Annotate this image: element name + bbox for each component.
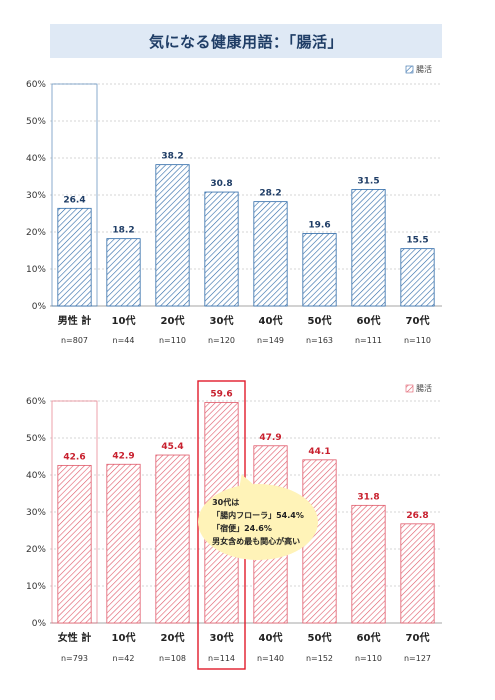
legend-label: 腸活 [416,383,432,393]
sample-size-label: n=807 [61,336,88,345]
y-tick-label: 30% [26,191,46,201]
legend-swatch [405,384,414,393]
bar-value-label: 47.9 [259,433,281,443]
sample-size-label: n=149 [257,336,284,345]
sample-size-label: n=793 [61,654,88,663]
x-category-label: 20代 [161,631,185,644]
bar [106,238,141,307]
bar [57,464,92,624]
callout-line: 「腸内フローラ」54.4% [212,511,304,520]
y-tick-label: 30% [26,508,46,518]
y-tick-label: 10% [26,582,46,592]
sample-size-label: n=42 [113,654,135,663]
sample-size-label: n=127 [404,654,431,663]
sample-size-label: n=44 [113,336,135,345]
sample-size-label: n=152 [306,654,333,663]
sample-size-label: n=111 [355,336,382,345]
x-category-label: 男性 計 [58,314,91,327]
legend: 腸活 [405,383,432,393]
y-tick-label: 10% [26,265,46,275]
bar-value-label: 42.9 [112,451,134,461]
x-category-label: 女性 計 [58,631,91,644]
bar [351,504,386,624]
bar [400,248,435,307]
y-tick-label: 50% [26,434,46,444]
bar-value-label: 42.6 [63,452,85,462]
bar [57,207,92,307]
x-category-label: 20代 [161,314,185,327]
x-category-label: 50代 [308,314,332,327]
y-tick-label: 50% [26,117,46,127]
sample-size-label: n=108 [159,654,186,663]
bar-value-label: 15.5 [406,236,428,246]
x-category-label: 40代 [259,631,283,644]
sample-size-label: n=114 [208,654,235,663]
bar-value-label: 31.8 [357,492,379,502]
sample-size-label: n=110 [159,336,186,345]
y-tick-label: 60% [26,80,46,90]
bar [155,164,190,307]
y-tick-label: 20% [26,545,46,555]
title-band: 気になる健康用語：「腸活」 [50,24,442,58]
bar-value-label: 18.2 [112,226,134,236]
bar [204,191,239,307]
bar-value-label: 28.2 [259,189,281,199]
bar [400,523,435,624]
sample-size-label: n=140 [257,654,284,663]
bar [155,454,190,624]
x-category-label: 60代 [357,631,381,644]
sample-size-label: n=120 [208,336,235,345]
male-bar-chart: 0% 10% 20% 30% 40% 50% 60% 腸活 26.4 男性 計 n=807 18.2 1… [26,64,442,345]
bar-value-label: 45.4 [161,442,183,452]
sample-size-label: n=110 [404,336,431,345]
callout-bubble: 30代は 「腸内フローラ」54.4% 「宿便」24.6% 男女含め最も関心が高い [198,484,318,560]
page-title: 気になる健康用語：「腸活」 [148,32,343,51]
bar [302,233,337,307]
bar [106,463,141,624]
x-category-label: 40代 [259,314,283,327]
y-tick-label: 0% [32,619,47,629]
callout-line: 男女含め最も関心が高い [212,537,301,546]
y-tick-label: 40% [26,154,46,164]
sample-size-label: n=163 [306,336,333,345]
x-category-label: 30代 [210,631,234,644]
x-category-label: 50代 [308,631,332,644]
x-category-label: 30代 [210,314,234,327]
x-category-label: 70代 [406,314,430,327]
bar-value-label: 19.6 [308,220,330,230]
legend-swatch [405,65,414,74]
legend: 腸活 [405,64,432,74]
y-tick-label: 20% [26,228,46,238]
bar [253,201,288,307]
callout-line: 「宿便」24.6% [212,524,272,533]
bar-value-label: 31.5 [357,176,379,186]
y-tick-label: 60% [26,397,46,407]
y-tick-label: 0% [32,302,47,312]
x-category-label: 10代 [112,314,136,327]
x-category-label: 70代 [406,631,430,644]
bar-value-label: 44.1 [308,447,330,457]
bar-value-label: 26.4 [63,195,85,205]
bar-value-label: 26.8 [406,511,428,521]
y-tick-label: 40% [26,471,46,481]
callout-line: 30代は [212,498,240,507]
bar-value-label: 38.2 [161,152,183,162]
bar [351,189,386,307]
x-category-label: 10代 [112,631,136,644]
x-category-label: 60代 [357,314,381,327]
legend-label: 腸活 [416,64,432,74]
sample-size-label: n=110 [355,654,382,663]
bar-value-label: 30.8 [210,179,232,189]
bar-value-label: 59.6 [210,389,232,399]
